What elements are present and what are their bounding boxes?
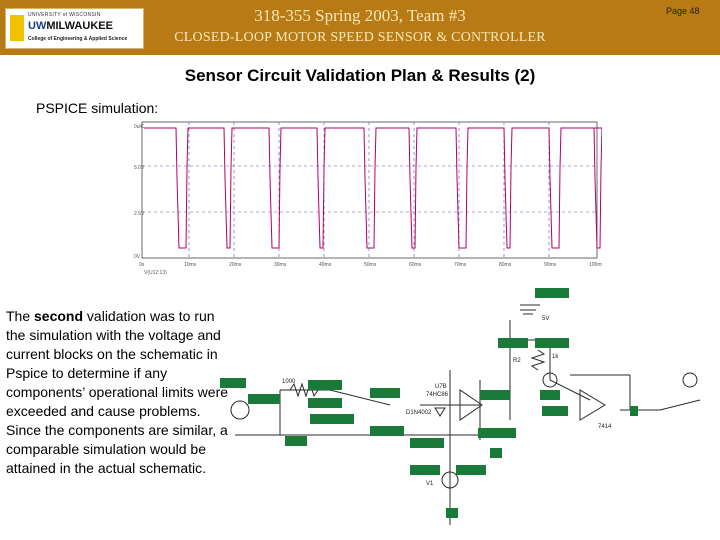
measurement-readout	[498, 338, 528, 348]
x-tick-label: 60ms	[409, 262, 422, 268]
x-tick-label: 100ms	[589, 262, 602, 268]
logo-name: UWMILWAUKEE	[28, 20, 113, 32]
measurement-readout	[308, 398, 342, 408]
measurement-readout	[490, 448, 502, 458]
source-label: V1	[426, 481, 434, 487]
inverter-part-label: 7414	[598, 424, 612, 430]
resistor-r2-icon	[530, 349, 546, 371]
header-banner: UNIVERSITY of WISCONSIN UWMILWAUKEE Coll…	[0, 0, 720, 55]
page-number: Page 48	[666, 6, 700, 16]
y-tick-label: 0ulC	[134, 124, 145, 130]
pspice-waveform: 0ulC 5.0V 2.5V 0V 0s 10ms 20ms 30ms 40ms 50ms…	[134, 121, 602, 276]
gate-icon	[459, 389, 483, 421]
x-tick-label: 30ms	[274, 262, 287, 268]
measurement-readout	[285, 436, 307, 446]
x-tick-label: 90ms	[544, 262, 557, 268]
y-tick-label: 2.5V	[134, 211, 145, 217]
measurement-readout	[535, 338, 569, 348]
resistor-r2-label: R2	[513, 358, 521, 364]
wire	[659, 399, 701, 411]
measurement-readout	[535, 288, 569, 298]
measurement-readout	[370, 388, 400, 398]
voltage-source-v1-icon	[441, 471, 459, 489]
measurement-readout	[446, 508, 458, 518]
wire	[329, 389, 391, 406]
measurement-readout	[540, 390, 560, 400]
probe-icon	[542, 372, 558, 388]
x-tick-label: 0s	[139, 262, 145, 268]
y-tick-label: 0V	[134, 254, 141, 260]
measurement-readout	[308, 380, 342, 390]
supply-label: 5V	[542, 316, 549, 322]
measurement-readout	[456, 465, 486, 475]
project-subtitle: CLOSED-LOOP MOTOR SPEED SENSOR & CONTROL…	[174, 30, 546, 45]
inverter-icon	[579, 389, 606, 421]
logo-emblem-icon	[10, 15, 24, 41]
x-tick-label: 70ms	[454, 262, 467, 268]
measurement-readout	[630, 406, 638, 416]
diode-label: D1N4002	[406, 410, 432, 416]
waveform-frame	[141, 121, 598, 259]
gate-label: U7B	[435, 384, 447, 390]
measurement-readout	[410, 465, 440, 475]
simulation-label: PSPICE simulation:	[36, 100, 159, 116]
logo-college-line: College of Engineering & Applied Science	[28, 36, 128, 42]
validation-description: The second validation was to run the sim…	[6, 308, 229, 476]
logo-university-line: UNIVERSITY of WISCONSIN	[28, 12, 101, 18]
resistor-r2-value: 1k	[552, 354, 559, 360]
measurement-readout	[480, 390, 510, 400]
x-tick-label: 80ms	[499, 262, 512, 268]
measurement-readout	[542, 406, 568, 416]
university-logo: UNIVERSITY of WISCONSIN UWMILWAUKEE Coll…	[5, 8, 144, 49]
x-tick-label: 20ms	[229, 262, 242, 268]
x-tick-label: 50ms	[364, 262, 377, 268]
waveform-trace	[144, 127, 602, 249]
slide-title: Sensor Circuit Validation Plan & Results…	[184, 66, 536, 85]
x-tick-label: 10ms	[184, 262, 197, 268]
resistor-r1-icon	[289, 382, 319, 398]
diode-icon	[434, 407, 446, 417]
measurement-readout	[370, 426, 404, 436]
measurement-readout	[410, 438, 444, 448]
resistor-r1-value: 1000	[282, 379, 296, 385]
measurement-readout	[248, 394, 280, 404]
course-title: 318-355 Spring 2003, Team #3	[254, 6, 466, 25]
voltage-source-icon	[230, 400, 250, 420]
measurement-readout	[478, 428, 516, 438]
output-probe-icon	[682, 372, 698, 388]
y-tick-label: 5.0V	[134, 165, 145, 171]
circuit-schematic: 1000 R2 1k D1N4002 U7B 74HC86 7414 V1 5V	[220, 288, 701, 525]
measurement-readout	[220, 378, 246, 388]
x-tick-label: 40ms	[319, 262, 332, 268]
trace-label: V(U12:13)	[144, 270, 167, 276]
emphasis-text: second	[34, 308, 84, 324]
gate-part-label: 74HC86	[426, 392, 449, 398]
measurement-readout	[310, 414, 354, 424]
